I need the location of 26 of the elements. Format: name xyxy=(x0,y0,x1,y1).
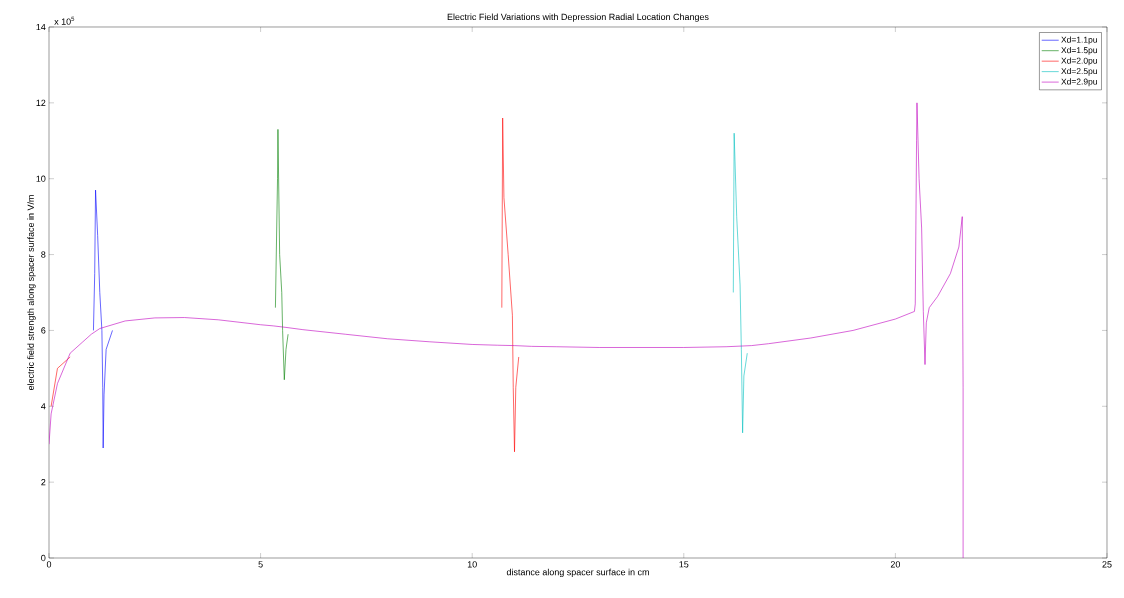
legend-label: Xd=1.1pu xyxy=(1061,36,1097,45)
y-tick-label: 10 xyxy=(36,175,46,182)
y-tick-label: 4 xyxy=(41,403,46,410)
x-tick-label: 20 xyxy=(890,561,901,568)
x-axis-title: distance along spacer surface in cm xyxy=(506,568,649,578)
x-tick-label: 0 xyxy=(46,561,52,568)
line-series xyxy=(275,129,289,381)
legend-label: Xd=1.5pu xyxy=(1061,46,1097,55)
y-tick-label: 12 xyxy=(36,99,46,106)
y-tick-label: 14 xyxy=(36,23,46,31)
x-tick-label: 25 xyxy=(1102,561,1112,568)
y-axis-title: electric field strength along spacer surface in V/m xyxy=(27,195,36,391)
line-series xyxy=(93,189,113,449)
line-series xyxy=(733,132,748,434)
x-tick-label: 5 xyxy=(258,561,263,568)
y-tick-label: 6 xyxy=(41,327,46,334)
x-tick-label: 15 xyxy=(679,561,689,568)
legend-label: Xd=2.5pu xyxy=(1061,67,1097,76)
legend-label: Xd=2.9pu xyxy=(1061,78,1097,87)
y-tick-label: 8 xyxy=(41,251,46,258)
text: x 10$^{5}$ xyxy=(54,16,75,25)
chart-title: Electric Field Variations with Depression Radial Location Changes xyxy=(447,13,709,22)
y-tick-label: 0 xyxy=(41,554,46,562)
legend-label: Xd=2.0pu xyxy=(1061,57,1097,66)
y-tick-label: 2 xyxy=(41,479,46,486)
x-tick-label: 10 xyxy=(467,561,477,568)
